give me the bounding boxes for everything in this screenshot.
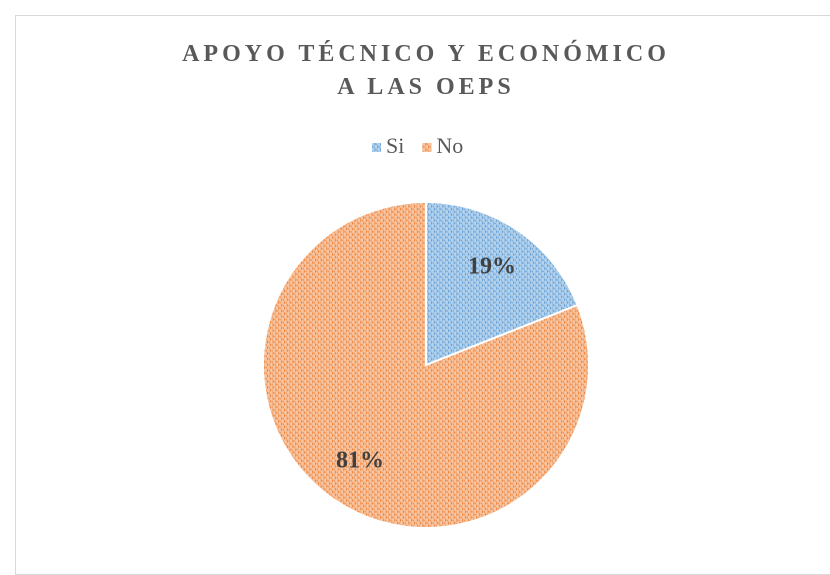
chart-svg: Si No 19% 81% [262, 133, 590, 529]
data-label: 19% [468, 253, 516, 279]
data-label: 81% [336, 448, 384, 474]
pie-slice [262, 200, 590, 529]
pie-slice [425, 200, 579, 367]
legend-swatch [422, 143, 432, 152]
legend-label: No [436, 133, 463, 158]
legend-label: Si [386, 133, 404, 158]
legend-swatch [372, 143, 381, 152]
chart-title: APOYO TÉCNICO Y ECONÓMICO A LAS OEPS [182, 41, 670, 100]
chart: APOYO TÉCNICO Y ECONÓMICO A LAS OEPS Si N… [15, 15, 830, 575]
